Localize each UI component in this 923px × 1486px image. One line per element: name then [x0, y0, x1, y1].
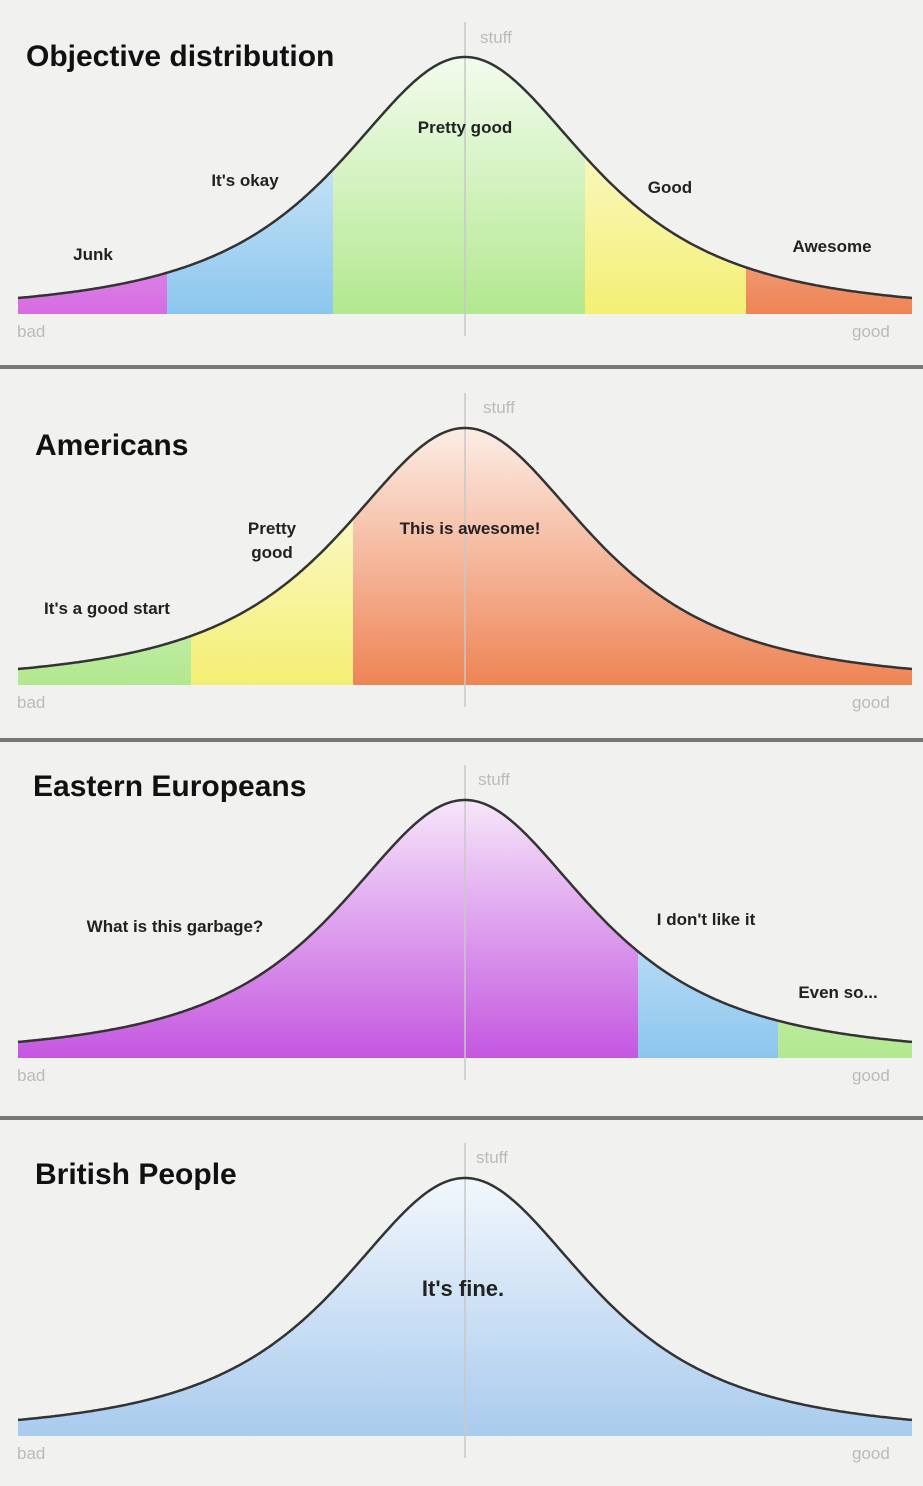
x-high-label: good [852, 1444, 890, 1463]
panel-title: British People [35, 1158, 237, 1191]
y-axis-label: stuff [478, 770, 510, 789]
x-high-label: good [852, 322, 890, 341]
region [18, 635, 191, 685]
region-label: Even so... [798, 983, 878, 1002]
curve [17, 426, 913, 671]
region-label: It's a good start [44, 599, 170, 618]
y-axis-label: stuff [476, 1148, 508, 1167]
region [353, 428, 912, 685]
region [18, 800, 638, 1058]
region-label: What is this garbage? [86, 917, 264, 936]
region-label: Pretty good [417, 118, 513, 137]
region [585, 156, 746, 314]
region [778, 1020, 912, 1058]
separator [0, 1116, 923, 1120]
region-label: Pretty good [247, 519, 297, 562]
region-label: I don't like it [656, 910, 756, 929]
curve [17, 1176, 913, 1422]
x-low-label: bad [17, 693, 46, 712]
y-axis-label: stuff [483, 398, 515, 417]
region-label: Good [647, 178, 693, 197]
curve [17, 798, 913, 1044]
panel-title: Americans [35, 429, 189, 462]
region-label: It's okay [211, 171, 279, 190]
x-low-label: bad [17, 322, 46, 341]
curve [17, 55, 913, 300]
region-label: Awesome [792, 237, 872, 256]
x-high-label: good [852, 693, 890, 712]
x-high-label: good [852, 1066, 890, 1085]
region-label: This is awesome! [399, 519, 541, 538]
region [191, 518, 353, 685]
region-label: It's fine. [421, 1276, 505, 1301]
separator [0, 738, 923, 742]
region-label: Junk [73, 245, 113, 264]
region [167, 169, 333, 314]
region [746, 267, 912, 314]
separator [0, 365, 923, 369]
region [333, 57, 585, 314]
x-low-label: bad [17, 1444, 46, 1463]
panel-title: Objective distribution [26, 40, 335, 73]
y-axis-label: stuff [480, 28, 512, 47]
x-low-label: bad [17, 1066, 46, 1085]
panel-title: Eastern Europeans [33, 770, 307, 803]
